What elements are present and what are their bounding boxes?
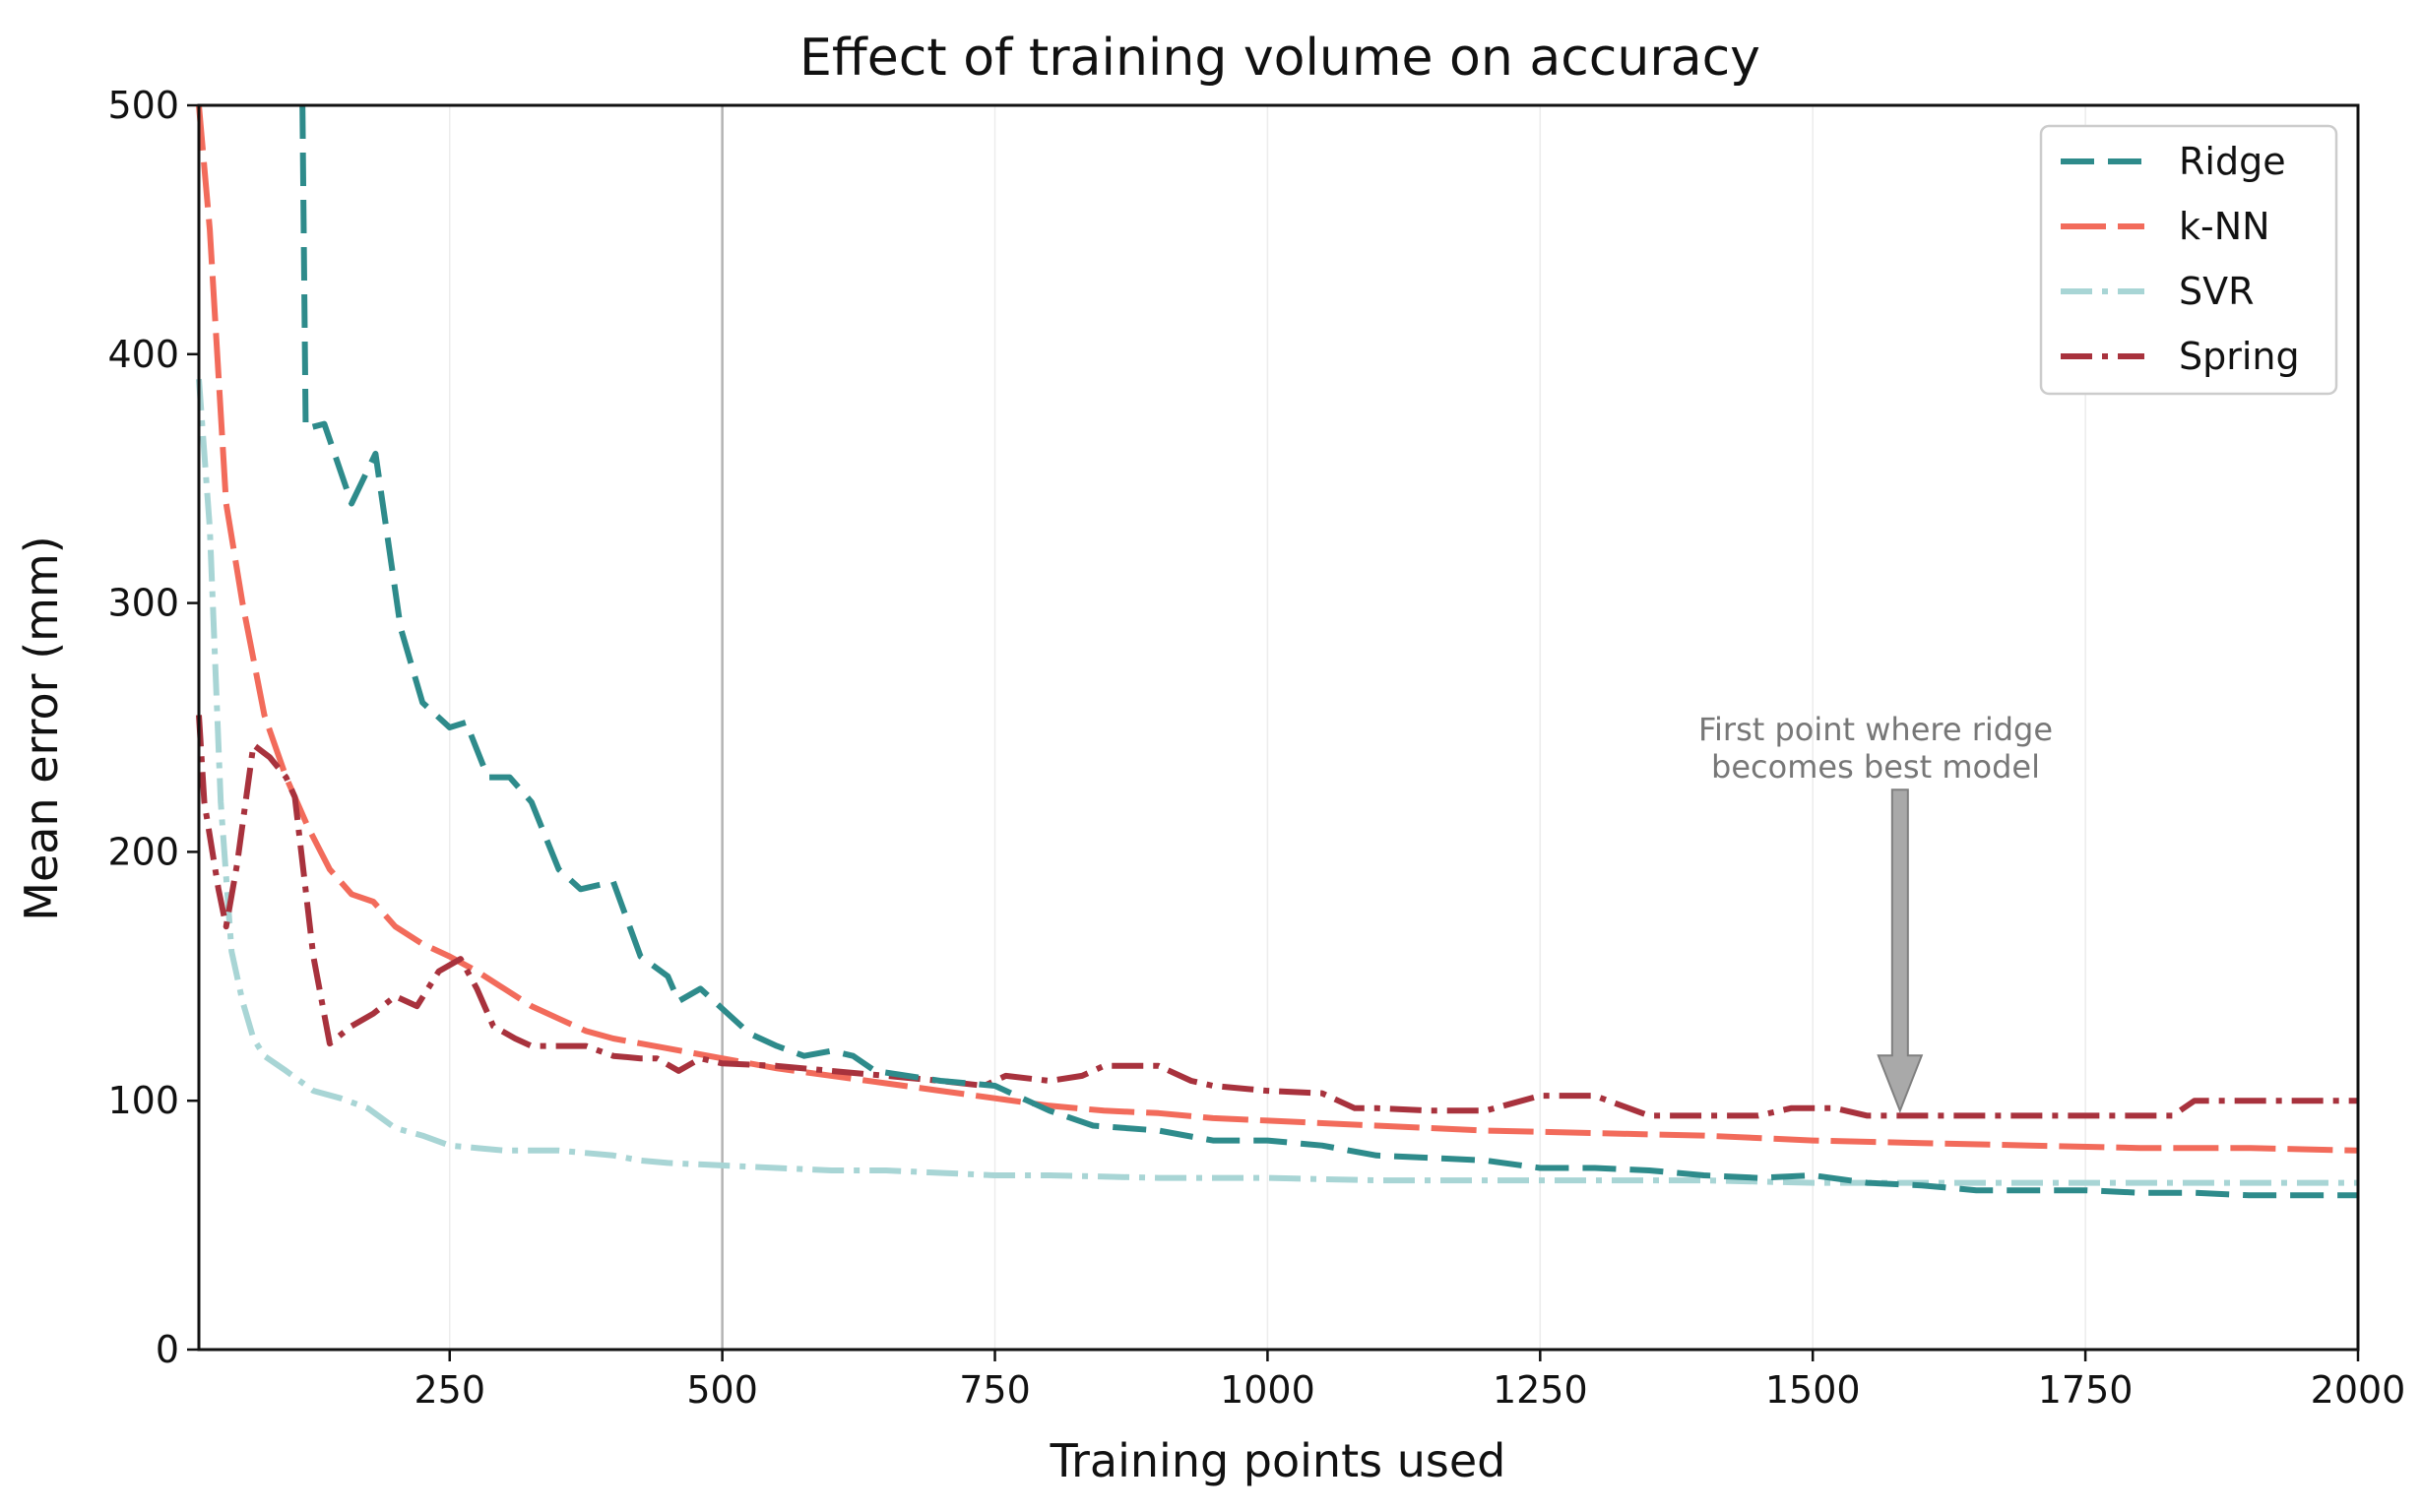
series-line-ridge bbox=[299, 104, 2358, 1199]
plot-frame bbox=[197, 103, 2360, 1352]
annotation-arrow-icon bbox=[1877, 788, 1924, 1114]
x-tick-label: 1250 bbox=[1493, 1368, 1588, 1412]
y-tick-label: 100 bbox=[107, 1079, 179, 1122]
legend-label: k-NN bbox=[2179, 205, 2270, 248]
series-line-k-nn bbox=[196, 104, 2359, 1154]
legend: Ridge k-NN SVR Spring bbox=[2039, 124, 2338, 396]
y-tick-label: 200 bbox=[107, 830, 179, 873]
x-tick-label: 750 bbox=[959, 1368, 1031, 1412]
y-tick-label: 300 bbox=[107, 582, 179, 625]
annotation-text: First point where ridge bbox=[1698, 711, 2053, 748]
series-layer bbox=[196, 104, 2359, 1199]
legend-label: Spring bbox=[2179, 335, 2300, 378]
legend-box bbox=[2039, 124, 2338, 396]
legend-label: Ridge bbox=[2179, 140, 2286, 183]
x-tick-label: 500 bbox=[686, 1368, 758, 1412]
axes: 250 500 750 1000 1250 1500 1750 2000 0 100 200 300 4… bbox=[107, 84, 2405, 1412]
chart-title: Effect of training volume on accuracy bbox=[799, 29, 1760, 88]
series-line-svr bbox=[196, 378, 2358, 1186]
x-tick-label: 250 bbox=[414, 1368, 485, 1412]
x-axis-label: Training points used bbox=[1050, 1434, 1506, 1487]
x-tick-label: 1750 bbox=[2038, 1368, 2134, 1412]
x-tick-label: 1000 bbox=[1220, 1368, 1315, 1412]
legend-label: SVR bbox=[2179, 270, 2255, 313]
y-tick-label: 0 bbox=[156, 1328, 179, 1371]
y-tick-label: 500 bbox=[107, 84, 179, 127]
x-tick-label: 1500 bbox=[1765, 1368, 1861, 1412]
y-axis-label: Mean error (mm) bbox=[15, 536, 68, 920]
y-tick-label: 400 bbox=[107, 333, 179, 376]
annotation-text: becomes best model bbox=[1711, 748, 2040, 786]
x-tick-label: 2000 bbox=[2311, 1368, 2406, 1412]
